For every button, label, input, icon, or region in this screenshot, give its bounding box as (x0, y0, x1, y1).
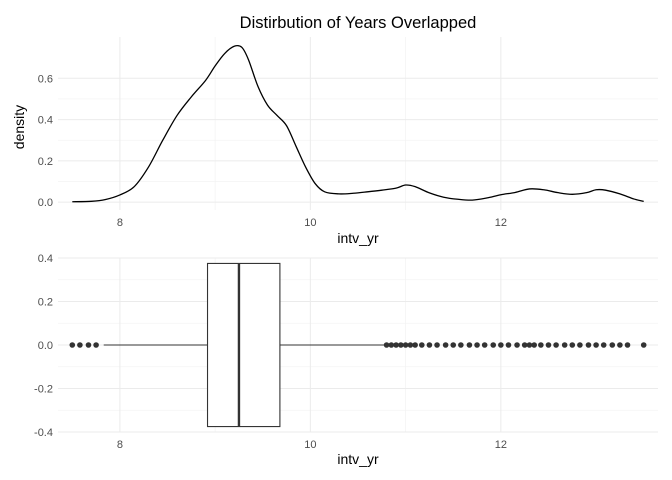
outlier-point (402, 342, 409, 348)
boxplot-plot-area (69, 262, 647, 428)
density-y-tick-label: 0.4 (38, 115, 53, 127)
outlier-point (450, 342, 457, 348)
outlier-point (398, 342, 404, 348)
density-plot-area (72, 44, 644, 203)
boxplot-x-tick-label: 8 (117, 439, 123, 451)
boxplot-x-tick-labels: 8 10 12 (117, 439, 507, 451)
boxplot-x-tick-label: 12 (495, 439, 507, 451)
outlier-point (569, 342, 576, 348)
boxplot-x-axis-label: intv_yr (337, 451, 379, 467)
outlier-point (577, 342, 583, 348)
density-y-tick-label: 0.2 (38, 156, 53, 168)
outlier-point (442, 342, 449, 348)
boxplot-panel: -0.4 -0.2 0.0 0.2 0.4 8 10 12 intv_yr (34, 253, 658, 467)
outlier-point (93, 342, 99, 348)
outlier-point (561, 342, 568, 348)
boxplot-y-tick-label: -0.2 (34, 384, 53, 396)
outlier-point (69, 342, 76, 348)
density-curve (72, 44, 644, 203)
outlier-point (538, 342, 544, 348)
outlier-point (617, 342, 623, 348)
outlier-point (521, 342, 528, 348)
boxplot-y-tick-label: 0.0 (38, 340, 53, 352)
outlier-point (624, 342, 631, 348)
outlier-point (526, 342, 533, 348)
density-gridlines (58, 37, 658, 210)
boxplot-y-tick-label: -0.4 (34, 427, 53, 439)
outlier-point (412, 342, 418, 348)
outlier-point (585, 342, 592, 348)
outlier-point (640, 342, 647, 348)
outlier-point (531, 342, 537, 348)
density-x-tick-label: 8 (117, 217, 123, 229)
outlier-point (466, 342, 473, 348)
outlier-point (505, 342, 512, 348)
outlier-point (553, 342, 559, 348)
outlier-point (514, 342, 520, 348)
density-x-tick-label: 12 (495, 217, 507, 229)
boxplot-y-tick-labels: -0.4 -0.2 0.0 0.2 0.4 (34, 253, 53, 439)
outlier-point (609, 342, 616, 348)
outlier-point (393, 342, 399, 348)
boxplot-x-tick-label: 10 (304, 439, 316, 451)
outlier-point (383, 342, 390, 348)
outlier-point (388, 342, 395, 348)
density-y-tick-label: 0.6 (38, 73, 53, 85)
box-iqr (206, 262, 281, 428)
outlier-point (419, 342, 425, 348)
chart-title: Distirbution of Years Overlapped (240, 14, 477, 32)
outlier-point (434, 342, 440, 348)
outlier-point (490, 342, 497, 348)
density-y-tick-label: 0.0 (38, 197, 53, 209)
outlier-point (77, 342, 83, 348)
outlier-point (458, 342, 464, 348)
density-x-axis-label: intv_yr (337, 230, 379, 246)
outlier-point (85, 342, 92, 348)
outlier-point (407, 342, 414, 348)
outlier-point (481, 342, 488, 348)
outlier-point (498, 342, 504, 348)
density-x-tick-labels: 8 10 12 (117, 217, 507, 229)
density-panel: 0.0 0.2 0.4 0.6 8 10 12 intv_yr density (11, 37, 658, 246)
density-y-axis-label: density (11, 105, 27, 149)
density-y-tick-labels: 0.0 0.2 0.4 0.6 (38, 73, 53, 209)
outlier-point (593, 342, 599, 348)
boxplot-y-tick-label: 0.2 (38, 297, 53, 309)
outlier-point (426, 342, 433, 348)
density-x-tick-label: 10 (304, 217, 316, 229)
outlier-point (545, 342, 552, 348)
outlier-point (474, 342, 480, 348)
outlier-point (600, 342, 607, 348)
boxplot-y-tick-label: 0.4 (38, 253, 53, 265)
